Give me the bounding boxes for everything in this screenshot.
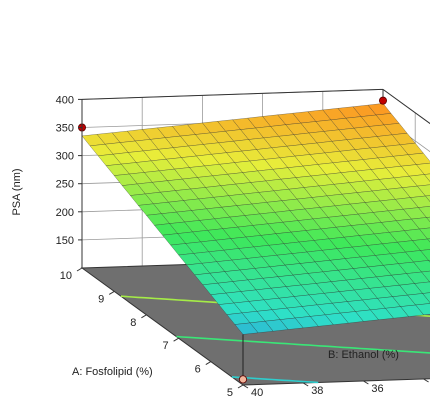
x-tick-label: 7 bbox=[162, 340, 168, 352]
x-tick-label: 8 bbox=[130, 317, 136, 329]
axis-ticks: 4003503002502001501098765303234363840 bbox=[56, 94, 429, 399]
y-axis-label: B: Ethanol (%) bbox=[328, 349, 399, 361]
y-tick-label: 40 bbox=[251, 387, 263, 399]
z-tick-label: 150 bbox=[56, 235, 74, 247]
z-tick-label: 250 bbox=[56, 179, 74, 191]
x-tick bbox=[141, 314, 147, 319]
surface-cell bbox=[234, 322, 259, 335]
y-tick bbox=[302, 382, 309, 387]
box-edge bbox=[81, 88, 384, 100]
y-tick bbox=[423, 378, 429, 383]
z-axis-label: PSA (nm) bbox=[11, 168, 23, 215]
design-point bbox=[238, 375, 247, 384]
x-tick-label: 5 bbox=[227, 387, 233, 399]
design-point bbox=[378, 96, 387, 105]
y-tick-label: 36 bbox=[371, 383, 383, 395]
x-tick bbox=[205, 361, 212, 366]
x-tick bbox=[108, 290, 115, 295]
z-tick-label: 300 bbox=[56, 151, 74, 163]
x-tick-label: 9 bbox=[98, 293, 104, 305]
y-tick bbox=[242, 384, 249, 389]
z-tick-label: 200 bbox=[56, 207, 74, 219]
x-axis-label: A: Fosfolipid (%) bbox=[72, 366, 153, 378]
x-tick bbox=[76, 267, 83, 272]
z-tick-label: 350 bbox=[56, 123, 74, 135]
x-tick-label: 6 bbox=[195, 364, 201, 376]
contour-line bbox=[176, 335, 430, 354]
x-tick-label: 10 bbox=[60, 270, 72, 282]
box-edge bbox=[382, 88, 430, 125]
y-tick-label: 38 bbox=[311, 385, 323, 397]
x-tick bbox=[173, 337, 179, 342]
x-tick bbox=[237, 384, 244, 389]
z-tick-label: 400 bbox=[56, 94, 74, 106]
y-tick bbox=[363, 380, 369, 385]
response-surface bbox=[81, 103, 430, 335]
